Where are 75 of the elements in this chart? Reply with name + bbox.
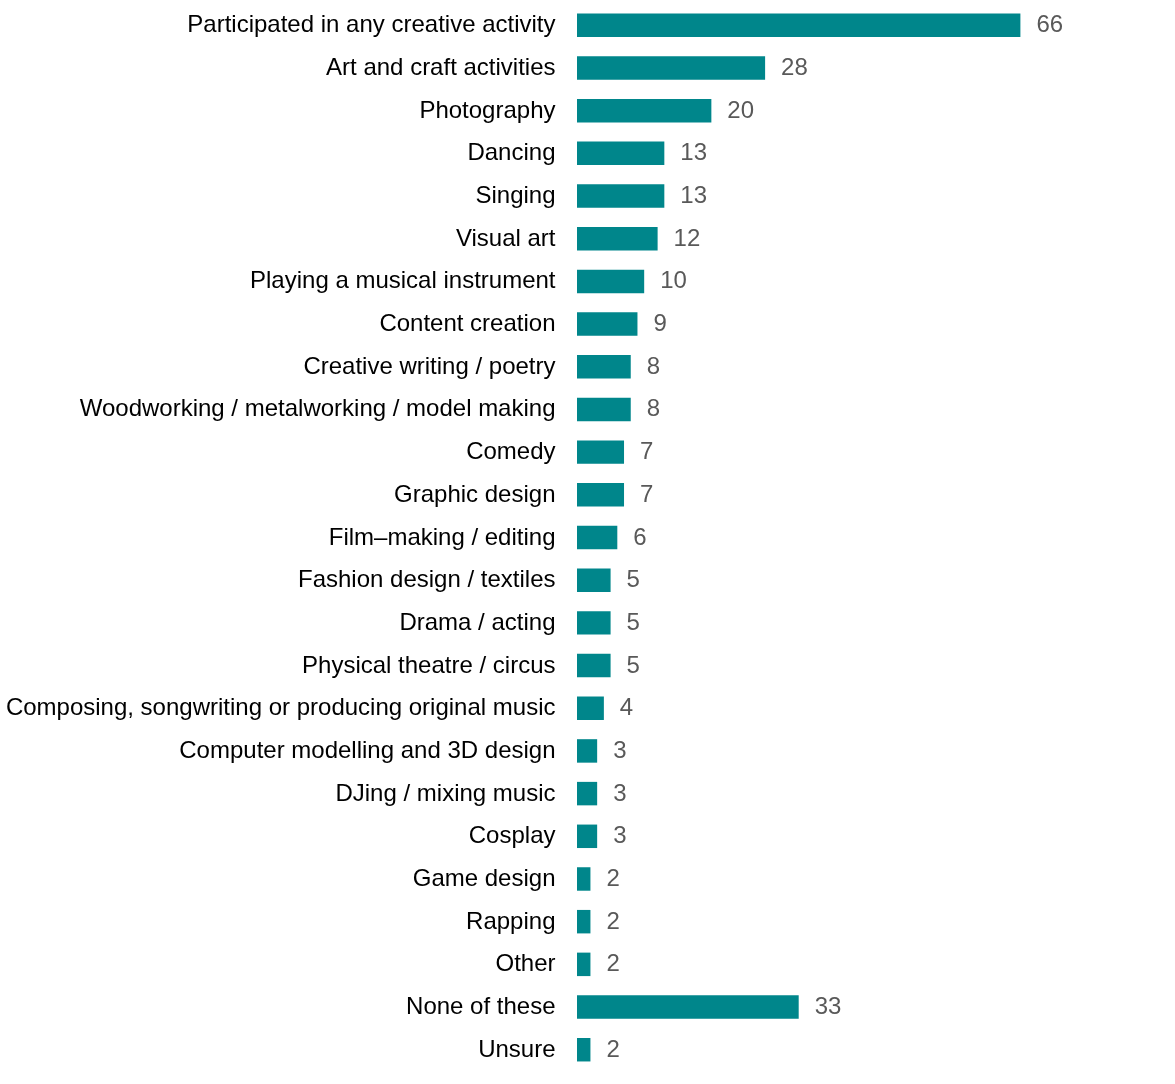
- bar: [577, 781, 598, 806]
- y-tick-label: Film–making / editing: [328, 522, 556, 550]
- y-tick-label: Singing: [475, 181, 556, 209]
- bar: [577, 995, 799, 1019]
- bar: [577, 13, 1021, 38]
- bar: [577, 568, 611, 592]
- data-label: 28: [781, 52, 808, 80]
- bar: [577, 397, 631, 422]
- data-label: 7: [640, 479, 654, 507]
- y-tick-label: Participated in any creative activity: [187, 10, 556, 38]
- bar: [577, 312, 638, 336]
- data-label: 5: [626, 565, 640, 593]
- data-label: 2: [606, 863, 620, 891]
- y-tick-label: Playing a musical instrument: [250, 266, 556, 294]
- y-tick-label: Computer modelling and 3D design: [179, 735, 556, 763]
- data-label: 8: [646, 394, 661, 422]
- y-tick-label: Drama / acting: [399, 607, 556, 635]
- data-label: 2: [606, 1034, 620, 1062]
- data-label: 4: [619, 693, 634, 721]
- y-tick-label: Fashion design / textiles: [298, 565, 556, 593]
- bar: [577, 98, 712, 123]
- bar: [577, 824, 598, 849]
- y-tick-label: Content creation: [379, 309, 556, 337]
- y-tick-label: Unsure: [478, 1034, 556, 1062]
- data-label: 66: [1036, 10, 1064, 38]
- y-tick-label: Rapping: [466, 906, 556, 934]
- y-tick-label: Other: [495, 949, 556, 977]
- bar: [577, 1037, 591, 1062]
- data-label: 5: [626, 650, 640, 678]
- y-tick-label: Woodworking / metalworking / model making: [79, 394, 556, 422]
- data-label: 33: [814, 992, 842, 1020]
- data-label: 3: [613, 778, 627, 806]
- y-tick-label: None of these: [406, 992, 556, 1020]
- bar: [577, 56, 766, 80]
- bar: [577, 440, 625, 464]
- data-label: 9: [653, 309, 667, 337]
- data-label: 12: [673, 223, 701, 251]
- data-label: 20: [727, 95, 755, 123]
- y-tick-label: Cosplay: [468, 821, 556, 849]
- bar: [577, 525, 618, 550]
- bar: [577, 739, 598, 763]
- data-label: 7: [640, 437, 654, 465]
- bar: [577, 184, 665, 208]
- y-tick-label: Comedy: [466, 437, 556, 465]
- y-tick-label: Creative writing / poetry: [303, 351, 556, 379]
- bar: [577, 483, 625, 507]
- y-tick-label: Dancing: [467, 138, 556, 166]
- data-label: 10: [660, 266, 687, 294]
- data-label: 5: [626, 607, 640, 635]
- bar: [577, 611, 611, 635]
- y-tick-label: Art and craft activities: [326, 52, 556, 80]
- y-tick-label: Photography: [419, 95, 556, 123]
- data-label: 2: [606, 906, 620, 934]
- data-label: 2: [606, 949, 620, 977]
- bar: [577, 141, 665, 166]
- bar: [577, 909, 591, 934]
- bar: [577, 355, 631, 379]
- bar: [577, 226, 658, 251]
- y-tick-label: Composing, songwriting or producing original music: [5, 693, 556, 721]
- y-tick-label: DJing / mixing music: [335, 778, 556, 806]
- y-tick-label: Physical theatre / circus: [302, 650, 556, 678]
- bar: [577, 867, 591, 891]
- data-label: 13: [680, 138, 708, 166]
- bar: [577, 653, 611, 678]
- y-tick-label: Game design: [412, 863, 556, 891]
- y-tick-label: Graphic design: [394, 479, 556, 507]
- data-label: 13: [680, 181, 708, 209]
- y-tick-label: Visual art: [455, 223, 556, 251]
- bar: [577, 269, 645, 294]
- bar: [577, 952, 591, 977]
- data-label: 6: [633, 522, 647, 550]
- data-label: 8: [646, 351, 661, 379]
- data-label: 3: [613, 735, 627, 763]
- data-label: 3: [613, 821, 627, 849]
- bar: [577, 696, 604, 720]
